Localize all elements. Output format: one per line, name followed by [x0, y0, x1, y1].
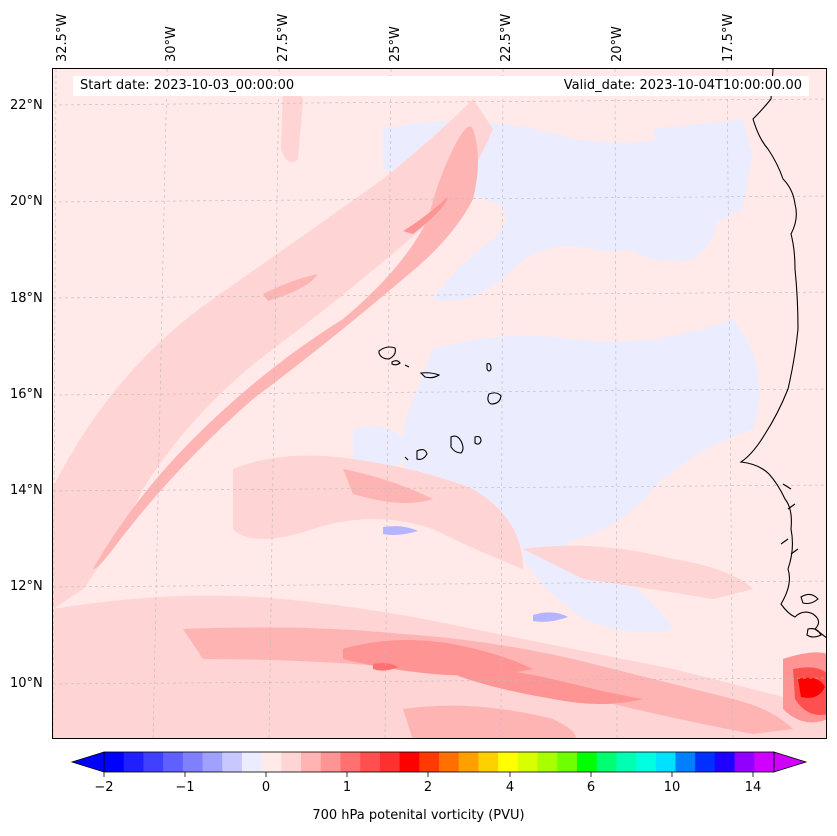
colorbar-cell [123, 752, 144, 772]
colorbar-cell [281, 752, 302, 772]
island-sao-nicolau [419, 372, 441, 379]
very-high-pv-patches [373, 663, 826, 715]
colorbar-tick-label: 4 [505, 780, 515, 795]
island-maio [474, 435, 482, 445]
colorbar-cells [104, 752, 775, 772]
colorbar-cell [163, 752, 184, 772]
lat-label-22n: 22°N [10, 98, 43, 113]
colorbar-cell [379, 752, 401, 772]
island-santiago [450, 435, 464, 454]
colorbar-cell [182, 752, 204, 772]
colorbar-cell [695, 752, 716, 772]
colorbar-cell [734, 752, 755, 772]
lat-label-10n: 10°N [10, 676, 43, 691]
positive-pv-core [93, 126, 793, 738]
colorbar-cell [498, 752, 519, 772]
colorbar-min-extension [70, 751, 105, 773]
colorbar-cell [675, 752, 696, 772]
pv-contour-map [53, 69, 826, 738]
colorbar-ticks [103, 772, 754, 777]
lon-label-17-5w: 17.5°W [721, 13, 736, 62]
colorbar-cell [202, 752, 223, 772]
colorbar-cell [261, 752, 282, 772]
colorbar-tick-label: 0 [261, 780, 271, 795]
colorbar-outline [103, 751, 775, 773]
african-coastline [739, 69, 826, 639]
island-sal [486, 363, 492, 372]
colorbar-cell [104, 752, 125, 772]
island-sao-vicente [391, 360, 401, 366]
lon-label-25w: 25°W [388, 26, 403, 62]
colorbar-cell [576, 752, 598, 772]
lon-label-22-5w: 22.5°W [499, 13, 514, 62]
island-santo-antao [378, 346, 396, 360]
colorbar-cell [517, 752, 539, 772]
colorbar-tick-label: −1 [175, 780, 195, 795]
colorbar-tick-label: 10 [663, 780, 681, 795]
lon-label-30w: 30°W [164, 26, 179, 62]
island-fogo [416, 448, 428, 460]
colorbar-cell [301, 752, 322, 772]
colorbar-cell [636, 752, 657, 772]
colorbar-max-extension [773, 751, 808, 773]
colorbar-cell [616, 752, 637, 772]
colorbar-title: 700 hPa potenital vorticity (PVU) [312, 808, 525, 823]
colorbar-cell [439, 752, 460, 772]
colorbar-cell [340, 752, 361, 772]
lat-label-18n: 18°N [10, 291, 43, 306]
lon-label-27-5w: 27.5°W [276, 13, 291, 62]
island-santa-luzia [404, 364, 410, 368]
colorbar-cell [419, 752, 440, 772]
cape-verde-islands [378, 346, 502, 461]
colorbar-cell [596, 752, 617, 772]
colorbar-cell [537, 752, 558, 772]
colorbar-cell [399, 752, 420, 772]
lon-label-32-5w: 32.5°W [55, 13, 70, 62]
colorbar-tick-label: 14 [744, 780, 762, 795]
island-boa-vista [487, 392, 502, 405]
lat-label-12n: 12°N [10, 579, 43, 594]
colorbar-cell [714, 752, 736, 772]
colorbar-cell [754, 752, 775, 772]
colorbar-tick-label: 6 [586, 780, 596, 795]
colorbar-cell [557, 752, 578, 772]
valid-date-label: Valid_date: 2023-10-04T10:00:00.00 [563, 78, 802, 93]
island-brava [404, 456, 409, 461]
colorbar-cell [143, 752, 164, 772]
lat-label-20n: 20°N [10, 194, 43, 209]
colorbar-cell [241, 752, 263, 772]
colorbar-cell [222, 752, 243, 772]
colorbar [70, 751, 808, 777]
colorbar-tick-label: 1 [342, 780, 352, 795]
info-banner: Start date: 2023-10-03_00:00:00 Valid_da… [73, 76, 809, 96]
colorbar-cell [655, 752, 676, 772]
start-date-label: Start date: 2023-10-03_00:00:00 [80, 78, 295, 93]
colorbar-tick-label: −2 [94, 780, 114, 795]
map-gridlines [53, 69, 826, 738]
colorbar-cell [360, 752, 381, 772]
colorbar-tick-label: 2 [423, 780, 433, 795]
map-panel: Start date: 2023-10-03_00:00:00 Valid_da… [52, 68, 827, 739]
colorbar-cell [478, 752, 499, 772]
lon-label-20w: 20°W [610, 26, 625, 62]
colorbar-cell [458, 752, 479, 772]
colorbar-cell [320, 752, 341, 772]
lat-label-16n: 16°N [10, 387, 43, 402]
lat-label-14n: 14°N [10, 483, 43, 498]
